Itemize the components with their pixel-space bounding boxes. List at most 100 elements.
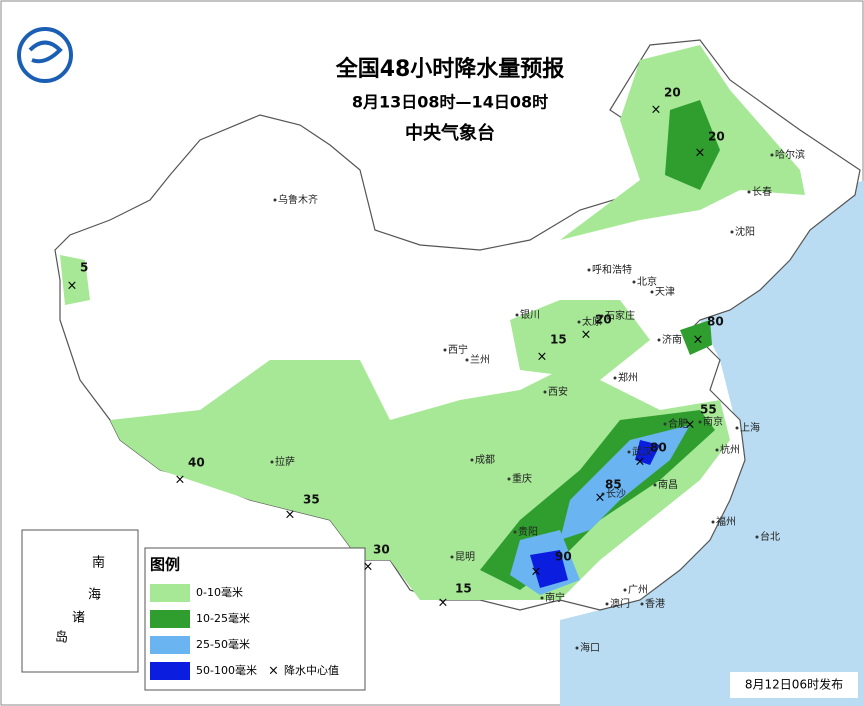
legend-marker-symbol: ×: [268, 664, 279, 679]
city-label: 南昌: [658, 478, 678, 491]
city-label: 济南: [662, 333, 682, 346]
city-label: 澳门: [610, 597, 630, 610]
center-marker: ×: [581, 328, 592, 343]
inset-box: [21, 529, 139, 673]
city-label: 乌鲁木齐: [278, 193, 318, 206]
city-label: 呼和浩特: [592, 264, 632, 276]
city-dot: [650, 290, 654, 294]
city-dot: [465, 358, 469, 362]
city-dot: [513, 530, 517, 534]
city-label: 沈阳: [735, 225, 755, 238]
city-dot: [613, 376, 617, 380]
city-dot: [273, 198, 277, 202]
city-label: 哈尔滨: [775, 148, 805, 161]
city-dot: [600, 314, 604, 318]
city-label: 重庆: [512, 472, 532, 485]
center-value: 55: [700, 403, 717, 417]
center-marker: ×: [693, 333, 704, 348]
city-label: 银川: [520, 308, 540, 321]
center-marker: ×: [595, 491, 606, 506]
city-label: 台北: [760, 530, 780, 543]
center-marker: ×: [175, 473, 186, 488]
city-dot: [605, 602, 609, 606]
city-dot: [627, 450, 631, 454]
legend-swatch: [150, 584, 190, 602]
legend-swatch: [150, 662, 190, 680]
city-dot: [443, 348, 447, 352]
city-label: 西安: [548, 385, 568, 398]
city-label: 成都: [475, 454, 495, 466]
center-value: 80: [707, 315, 724, 329]
city-dot: [450, 555, 454, 559]
city-dot: [657, 338, 661, 342]
center-value: 20: [664, 86, 681, 100]
legend-swatch: [150, 636, 190, 654]
city-dot: [270, 460, 274, 464]
city-dot: [747, 190, 751, 194]
rain-area: [635, 440, 660, 465]
center-value: 85: [605, 478, 622, 492]
city-label: 福州: [716, 515, 736, 528]
subtitle: 8月13日08时—14日08时: [352, 93, 548, 112]
rain-area: [60, 255, 90, 305]
city-dot: [755, 535, 759, 539]
city-dot: [770, 153, 774, 157]
rain-area: [560, 425, 690, 540]
city-dot: [587, 268, 591, 272]
city-label: 拉萨: [275, 455, 295, 468]
rain-area: [530, 550, 568, 588]
rain-area: [510, 300, 650, 380]
center-marker: ×: [635, 455, 646, 470]
center-value: 5: [80, 261, 88, 275]
center-value: 35: [303, 493, 320, 507]
center-marker: ×: [531, 565, 542, 580]
rain-area: [680, 320, 712, 355]
city-dot: [575, 646, 579, 650]
title: 全国48小时降水量预报: [335, 56, 565, 82]
center-marker: ×: [685, 418, 696, 433]
center-value: 20: [708, 130, 725, 144]
center-value: 90: [555, 550, 572, 564]
city-label: 武汉: [632, 445, 652, 458]
city-dot: [470, 458, 474, 462]
center-marker: ×: [537, 350, 548, 365]
inset-label: 诸: [72, 611, 85, 626]
city-dot: [543, 390, 547, 394]
center-value: 20: [595, 313, 612, 327]
city-dot: [653, 483, 657, 487]
footer-box: [730, 672, 858, 698]
legend-label: 0-10毫米: [196, 585, 243, 599]
legend-title: 图例: [150, 556, 180, 574]
inset-label: 岛: [55, 630, 68, 646]
center-marker: ×: [67, 279, 78, 294]
center-value: 40: [188, 456, 205, 470]
city-label: 郑州: [618, 371, 638, 384]
city-label: 太原: [582, 315, 602, 328]
city-label: 杭州: [720, 443, 740, 456]
city-label: 南京: [703, 415, 723, 428]
center-marker: ×: [438, 596, 449, 611]
rain-areas: [60, 45, 805, 600]
legend-label: 10-25毫米: [196, 611, 250, 625]
city-dot: [735, 426, 739, 430]
footer: 8月12日06时发布: [745, 677, 843, 692]
center-value: 80: [650, 441, 667, 455]
city-dot: [632, 280, 636, 284]
legend-marker-label: 降水中心值: [284, 663, 339, 677]
city-dot: [730, 230, 734, 234]
city-dot: [577, 320, 581, 324]
city-label: 香港: [645, 598, 665, 610]
legend-label: 25-50毫米: [196, 637, 250, 651]
center-value: 15: [550, 333, 567, 347]
city-dot: [601, 492, 605, 496]
city-label: 长春: [752, 186, 772, 198]
city-label: 海口: [580, 641, 600, 654]
city-label: 天津: [655, 286, 675, 298]
city-dot: [663, 422, 667, 426]
rain-area: [665, 100, 720, 190]
sea: [560, 180, 864, 706]
city-label: 南宁: [545, 591, 565, 604]
city-label: 长沙: [606, 488, 626, 500]
center-value: 30: [373, 543, 390, 557]
